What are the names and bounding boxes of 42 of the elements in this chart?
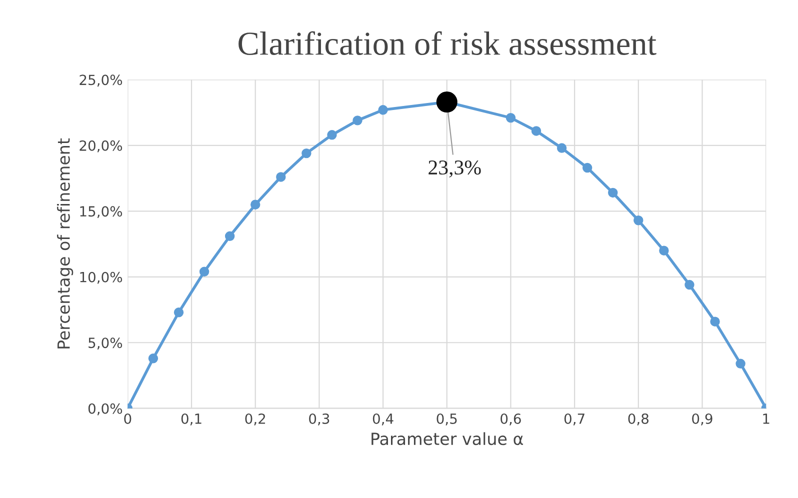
point	[224, 231, 235, 241]
point	[199, 266, 210, 276]
point	[710, 316, 720, 326]
y-axis-title: Percentage of refinement	[57, 138, 74, 348]
y-tick-label: 10,0%	[80, 272, 122, 284]
y-tick-label: 25,0%	[80, 74, 122, 87]
x-tick-label: 0,2	[245, 413, 266, 426]
x-tick-label: 0,6	[500, 413, 521, 426]
y-tick-label: 15,0%	[80, 206, 122, 218]
point	[378, 105, 388, 115]
point	[436, 92, 458, 113]
x-tick-label: 0,8	[628, 413, 648, 426]
point	[684, 280, 694, 290]
x-axis-title: Parameter value α	[372, 432, 523, 446]
point	[608, 188, 618, 198]
point	[582, 162, 592, 173]
x-tick-label: 1	[763, 414, 770, 424]
x-tick-label: 0	[124, 413, 132, 424]
x-tick-label: 0,1	[181, 413, 202, 426]
x-tick-label: 0,3	[309, 413, 330, 426]
point	[506, 112, 516, 123]
x-tick-label: 0,9	[692, 413, 712, 426]
point	[352, 116, 362, 126]
x-tick-label: 0,4	[372, 413, 394, 426]
point	[531, 126, 542, 136]
annotation: 23,3%	[428, 160, 481, 178]
chart-title: Clarification of risk assessment	[238, 31, 656, 56]
point	[327, 130, 337, 140]
point	[556, 143, 567, 153]
x-tick-label: 0,5	[436, 413, 457, 426]
y-tick-label: 0,0%	[88, 403, 122, 416]
point	[250, 200, 260, 210]
point	[634, 215, 644, 226]
y-tick-label: 5,0%	[88, 338, 122, 350]
point	[736, 358, 746, 369]
point	[302, 148, 312, 158]
point	[174, 308, 184, 318]
point	[276, 172, 286, 182]
y-tick-label: 20,0%	[80, 140, 122, 152]
point	[148, 354, 158, 364]
point	[659, 246, 669, 256]
x-tick-label: 0,7	[564, 413, 584, 426]
